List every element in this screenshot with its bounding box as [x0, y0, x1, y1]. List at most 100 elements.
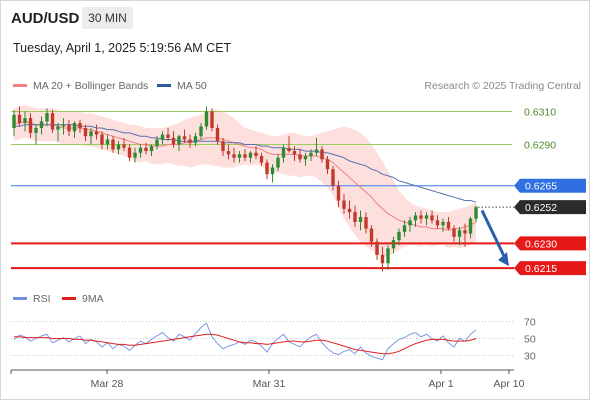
legend-ma50-label: MA 50	[177, 80, 207, 92]
ma50-line	[14, 124, 477, 203]
candle-body	[380, 254, 385, 264]
rsi-9ma-line	[14, 333, 477, 355]
pivot-tag-0.6265	[514, 178, 586, 193]
datetime-label: Tuesday, April 1, 2025 5:19:56 AM CET	[13, 41, 232, 55]
rsi-tick-50: 50	[524, 334, 536, 346]
candle-body	[298, 154, 302, 160]
candle-body	[237, 154, 242, 158]
candle-body	[210, 111, 214, 128]
candle-body	[89, 131, 93, 137]
candle-body	[199, 126, 203, 137]
candle-body	[50, 113, 55, 130]
candle-body	[67, 124, 71, 132]
candle-body	[468, 218, 473, 234]
candle-body	[243, 154, 247, 158]
candle-body	[226, 151, 231, 155]
candle-body	[182, 136, 187, 140]
candle-body	[17, 114, 22, 124]
candle-body	[375, 241, 379, 255]
candle-body	[358, 217, 363, 222]
candle-body	[259, 156, 264, 163]
rsi-swatch	[13, 296, 27, 300]
candle-body	[402, 225, 407, 232]
candle-body	[122, 144, 126, 148]
candle-body	[452, 228, 456, 237]
candle-body	[83, 127, 88, 137]
candle-body	[320, 149, 324, 160]
candle-body	[39, 121, 44, 128]
candle-body	[408, 220, 412, 226]
candle-body	[215, 127, 220, 142]
candle-body	[105, 139, 110, 145]
candle-body	[138, 147, 143, 153]
candle-body	[435, 220, 440, 226]
candle-body	[287, 147, 291, 152]
support-tag-0.6215	[514, 261, 586, 276]
candle-body	[265, 162, 269, 175]
candle-body	[23, 118, 27, 124]
candle-body	[221, 141, 225, 152]
candle-body	[160, 134, 165, 140]
x-tick-label-1: Mar 31	[253, 378, 286, 390]
candle-body	[193, 136, 198, 143]
candle-body	[78, 123, 82, 128]
candle-body	[127, 147, 132, 158]
candle-body	[188, 139, 192, 143]
last-label-0.6252: 0.6252	[525, 202, 557, 214]
ma50-swatch	[157, 83, 171, 87]
timeframe-badge[interactable]: 30 MIN	[82, 7, 133, 29]
candle-body	[94, 131, 99, 135]
candle-body	[116, 144, 121, 150]
candle-body	[347, 208, 352, 213]
candle-body	[353, 212, 357, 222]
candle-body	[303, 156, 308, 160]
candle-body	[281, 147, 286, 158]
ma20-swatch	[13, 83, 27, 87]
candle-body	[45, 113, 49, 122]
resistance-label-0.6290: 0.6290	[524, 139, 556, 151]
candle-body	[56, 126, 60, 130]
candle-body	[144, 147, 148, 152]
legend-9ma-label: 9MA	[82, 293, 104, 305]
pivot-label-0.6265: 0.6265	[525, 181, 557, 193]
candle-body	[314, 149, 319, 153]
candle-body	[166, 134, 170, 138]
candle-body	[248, 152, 253, 158]
forecast-arrow-shaft	[480, 209, 507, 259]
candle-body	[446, 221, 451, 229]
legend-ma20: MA 20 + Bollinger Bands	[13, 80, 148, 92]
candle-body	[100, 134, 104, 145]
candle-body	[457, 230, 462, 237]
candle-body	[276, 157, 280, 168]
legend-9ma: 9MA	[62, 293, 104, 305]
candle-body	[331, 169, 335, 186]
credit-label: Research © 2025 Trading Central	[424, 80, 581, 92]
candle-body	[149, 146, 154, 152]
candle-body	[133, 152, 137, 158]
candle-body	[34, 127, 38, 133]
legend-ma20-label: MA 20 + Bollinger Bands	[33, 80, 149, 92]
candle-body	[391, 240, 396, 249]
candle-body	[155, 139, 159, 147]
candle-body	[463, 230, 467, 234]
x-tick-label-2: Apr 1	[428, 378, 453, 390]
candle-body	[72, 123, 77, 132]
legend-ma50: MA 50	[157, 80, 207, 92]
rsi-tick-30: 30	[524, 351, 536, 363]
candle-body	[171, 137, 176, 145]
rsi-tick-70: 70	[524, 317, 536, 329]
candle-body	[111, 139, 115, 150]
symbol-title: AUD/USD	[11, 10, 80, 27]
support-label-0.6230: 0.6230	[525, 238, 557, 250]
x-tick-label-3: Apr 10	[494, 378, 525, 390]
candle-body	[413, 215, 418, 221]
candle-body	[342, 200, 346, 209]
candle-body	[204, 111, 209, 127]
ma9-swatch	[62, 296, 76, 300]
candle-body	[61, 124, 66, 127]
candle-body	[430, 215, 434, 221]
legend-rsi-label: RSI	[33, 293, 51, 305]
candle-body	[177, 136, 181, 145]
resistance-label-0.6310: 0.6310	[524, 106, 556, 118]
